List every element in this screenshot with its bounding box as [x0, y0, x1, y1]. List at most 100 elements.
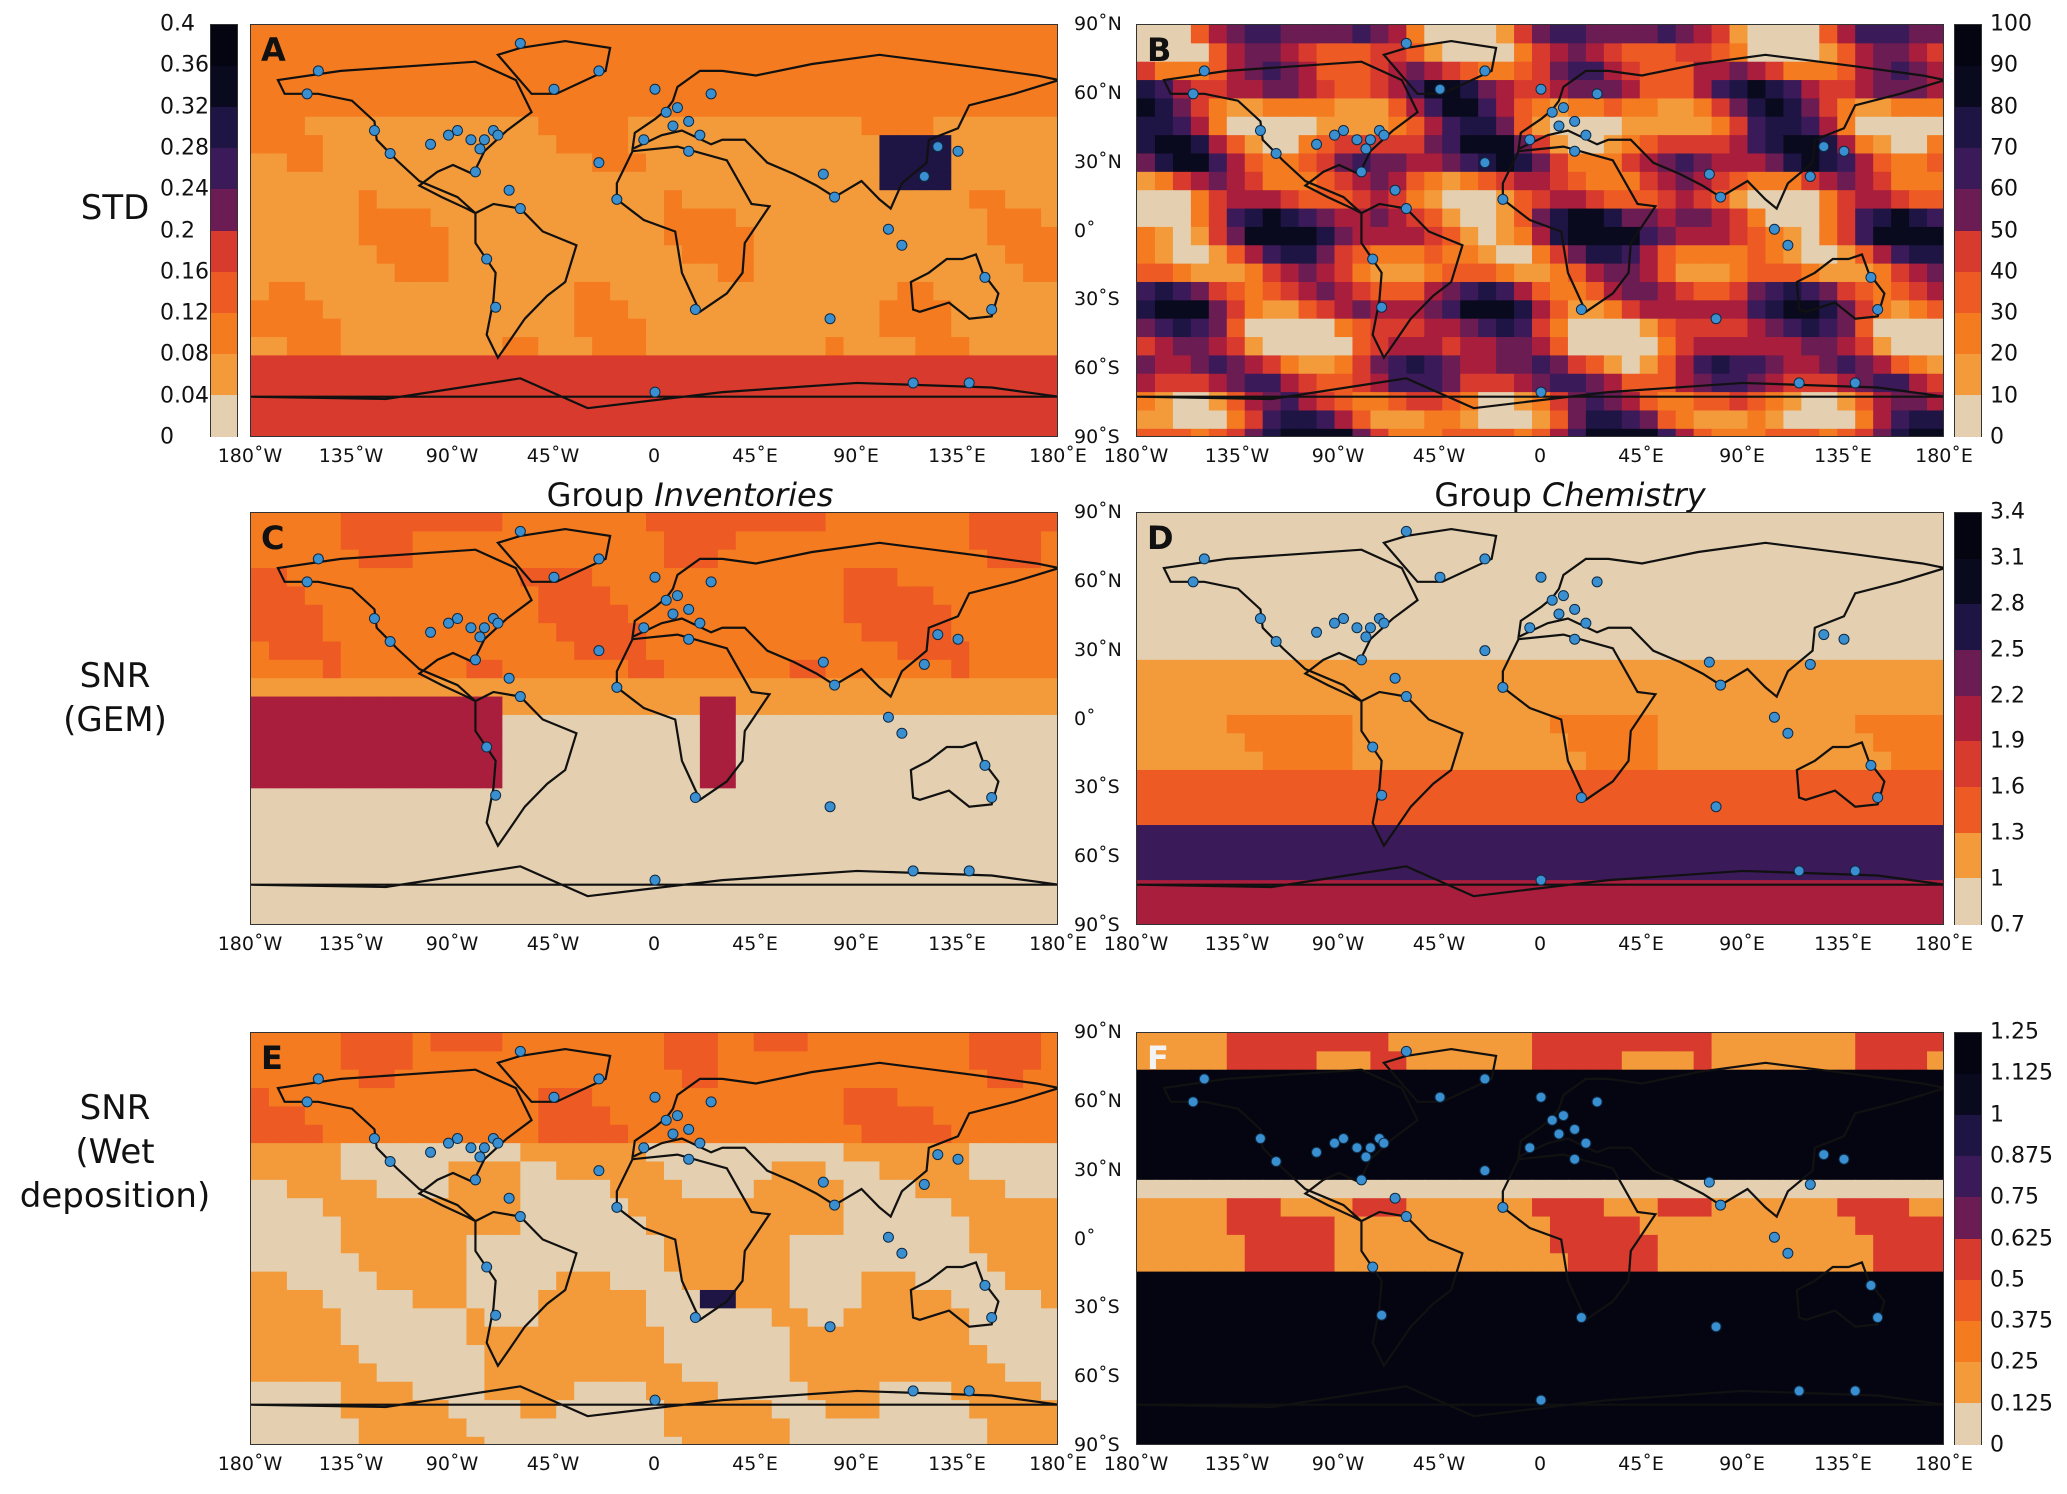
station-marker [1389, 1192, 1401, 1204]
station-marker [1569, 603, 1581, 615]
colorbar-segment [1955, 353, 1981, 397]
station-marker [368, 125, 380, 137]
colorbar-tick-label: 30 [1990, 300, 2018, 326]
x-tick-label: 135˚E [1814, 933, 1872, 955]
station-marker [918, 170, 930, 182]
station-marker [1355, 166, 1367, 178]
station-marker [1818, 629, 1830, 641]
station-marker [824, 1321, 836, 1333]
x-tick-label: 180˚E [1029, 933, 1087, 955]
x-tick-label: 180˚E [1029, 445, 1087, 467]
station-marker [492, 617, 504, 629]
station-marker [986, 1312, 998, 1324]
station-marker [1804, 170, 1816, 182]
coastline [1517, 1061, 1943, 1219]
station-marker [425, 138, 437, 150]
station-marker [1367, 1261, 1379, 1273]
map-panel-c: C [250, 512, 1058, 925]
station-marker [952, 1153, 964, 1165]
station-marker [465, 622, 477, 634]
station-marker [312, 65, 324, 77]
x-tick-label: 180˚E [1915, 933, 1973, 955]
station-marker [1710, 313, 1722, 325]
x-tick-label: 135˚E [928, 933, 986, 955]
y-tick-label: 30˚S [1074, 1296, 1120, 1319]
station-marker [1703, 656, 1715, 668]
y-tick-label: 30˚S [1074, 288, 1120, 311]
station-marker [514, 691, 526, 703]
station-marker [1479, 1165, 1491, 1177]
colorbar-segment [1955, 1320, 1981, 1364]
station-marker [667, 1128, 679, 1140]
station-marker [492, 1137, 504, 1149]
station-marker [1376, 1309, 1388, 1321]
station-marker [503, 184, 515, 196]
colorbar-tick-label: 0 [1990, 1432, 2004, 1458]
station-marker [1591, 88, 1603, 100]
colorbar-tick-label: 0.32 [160, 94, 209, 120]
station-marker [1768, 1231, 1780, 1243]
map-panel-e: E [250, 1032, 1058, 1445]
station-marker [490, 789, 502, 801]
colorbar-segment [211, 25, 237, 68]
x-tick-label: 90˚W [425, 1453, 479, 1475]
station-marker [1270, 147, 1282, 159]
x-tick-label: 135˚W [1204, 933, 1270, 955]
station-marker [1804, 1178, 1816, 1190]
station-marker [932, 629, 944, 641]
station-marker [1569, 633, 1581, 645]
y-tick-label: 30˚S [1074, 776, 1120, 799]
station-marker [638, 134, 650, 146]
station-marker [1703, 168, 1715, 180]
y-tick-label: 30˚N [1074, 1158, 1122, 1181]
station-marker [649, 386, 661, 398]
x-tick-label: 180˚W [1103, 1453, 1169, 1475]
station-marker [1710, 1321, 1722, 1333]
station-marker [1782, 727, 1794, 739]
coastline [631, 53, 1057, 211]
coastline [1795, 253, 1886, 320]
coastline [474, 202, 578, 360]
station-marker [1360, 631, 1372, 643]
coastline [1360, 690, 1464, 848]
coastline [276, 60, 533, 215]
map-svg-a [251, 25, 1057, 436]
y-tick-label: 90˚N [1074, 1021, 1122, 1043]
station-marker [649, 571, 661, 583]
colorbar-tick-label: 10 [1990, 383, 2018, 409]
station-marker [1351, 1142, 1363, 1154]
station-marker [1198, 1073, 1210, 1085]
station-marker [514, 1045, 526, 1057]
map-svg-f [1137, 1033, 1943, 1444]
station-marker [979, 271, 991, 283]
station-marker [312, 553, 324, 565]
map-svg-c [251, 513, 1057, 924]
x-tick-label: 0 [1533, 1453, 1547, 1475]
colorbar-tick-label: 3.4 [1990, 499, 2025, 525]
colorbar-segment [1955, 1361, 1981, 1405]
colorbar-segment [1955, 394, 1981, 438]
station-marker [611, 193, 623, 205]
station-marker [474, 143, 486, 155]
station-marker [1535, 1091, 1547, 1103]
colorbar-tick-label: 0.375 [1990, 1308, 2053, 1334]
station-marker [301, 1096, 313, 1108]
station-marker [1535, 571, 1547, 583]
station-marker [638, 1142, 650, 1154]
coastline [1162, 1068, 1419, 1223]
station-marker [683, 1123, 695, 1135]
station-marker [301, 88, 313, 100]
stations [1187, 37, 1884, 398]
x-tick-label: 180˚E [1029, 1453, 1087, 1475]
y-tick-label: 0˚ [1074, 707, 1096, 730]
station-marker [1557, 1110, 1569, 1122]
station-marker [1804, 658, 1816, 670]
coastline [1137, 377, 1943, 410]
row-label-std: STD [80, 188, 150, 228]
station-marker [1400, 37, 1412, 49]
station-marker [683, 603, 695, 615]
colorbar-segment [1955, 604, 1981, 652]
station-marker [465, 134, 477, 146]
station-marker [1535, 874, 1547, 886]
station-marker [1535, 83, 1547, 95]
